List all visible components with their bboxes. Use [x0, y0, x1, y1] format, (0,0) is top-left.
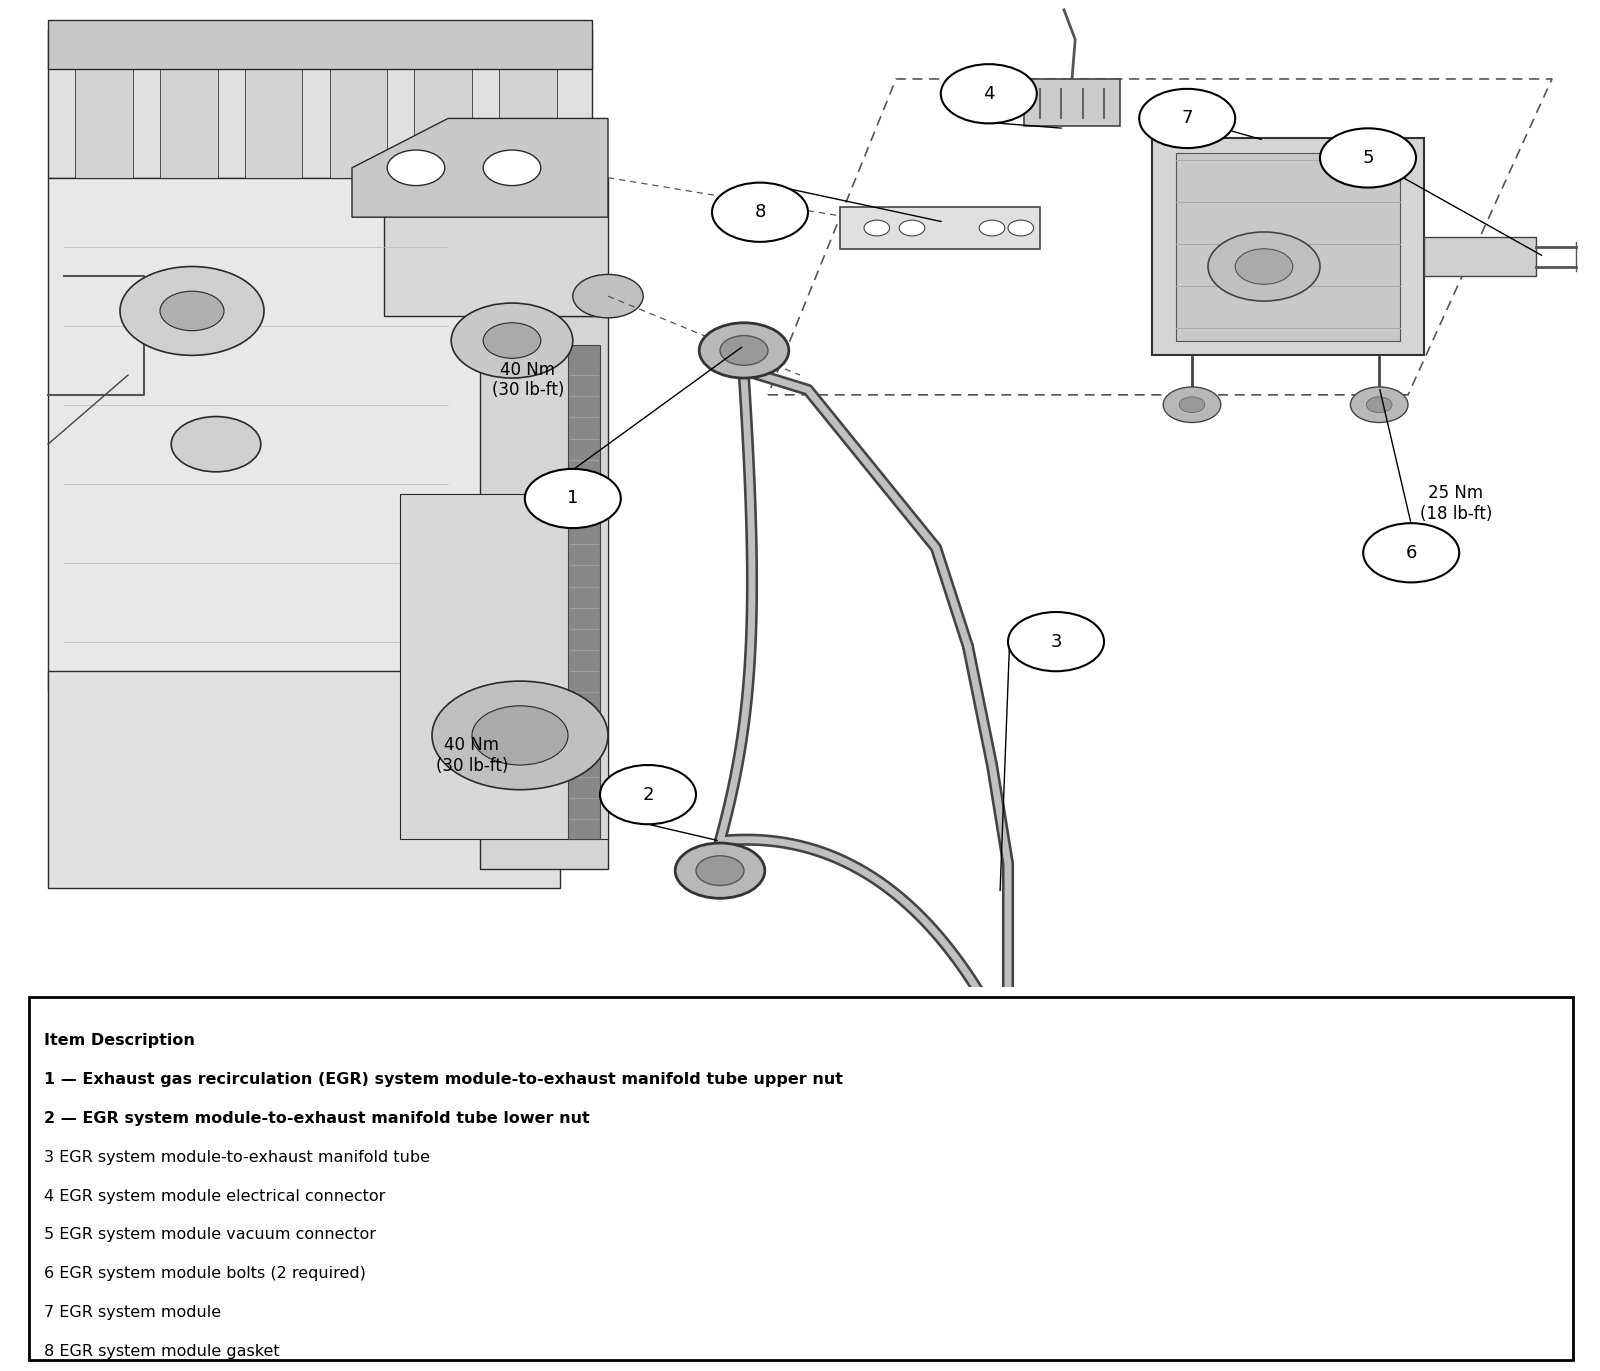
- Circle shape: [1366, 396, 1392, 413]
- Polygon shape: [330, 40, 387, 178]
- Polygon shape: [1024, 80, 1120, 126]
- Circle shape: [600, 765, 696, 824]
- Circle shape: [720, 336, 768, 365]
- Polygon shape: [499, 40, 557, 178]
- Circle shape: [1163, 387, 1221, 422]
- Circle shape: [1320, 129, 1416, 188]
- Text: 7 EGR system module: 7 EGR system module: [45, 1305, 221, 1320]
- Circle shape: [979, 221, 1005, 236]
- Circle shape: [1208, 232, 1320, 302]
- Polygon shape: [480, 315, 608, 869]
- Circle shape: [483, 322, 541, 358]
- Text: 25 Nm
(18 lb-ft): 25 Nm (18 lb-ft): [1419, 484, 1493, 522]
- Circle shape: [899, 221, 925, 236]
- Text: 2: 2: [642, 786, 654, 803]
- Circle shape: [864, 221, 890, 236]
- Polygon shape: [1424, 237, 1536, 277]
- Text: 4 EGR system module electrical connector: 4 EGR system module electrical connector: [45, 1189, 386, 1204]
- Circle shape: [573, 274, 643, 318]
- Circle shape: [675, 843, 765, 898]
- Circle shape: [432, 681, 608, 790]
- Text: 8: 8: [754, 203, 766, 221]
- Circle shape: [1139, 89, 1235, 148]
- Polygon shape: [160, 40, 218, 178]
- Text: 2 — EGR system module-to-exhaust manifold tube lower nut: 2 — EGR system module-to-exhaust manifol…: [45, 1111, 590, 1126]
- Circle shape: [472, 706, 568, 765]
- Polygon shape: [1152, 138, 1424, 355]
- Circle shape: [699, 322, 789, 378]
- Polygon shape: [352, 118, 608, 217]
- Circle shape: [120, 266, 264, 355]
- Circle shape: [1179, 396, 1205, 413]
- Circle shape: [1008, 221, 1034, 236]
- FancyBboxPatch shape: [29, 997, 1573, 1360]
- Text: 1: 1: [566, 489, 579, 507]
- Text: 5: 5: [1362, 149, 1374, 167]
- Polygon shape: [568, 345, 600, 839]
- Polygon shape: [48, 672, 560, 888]
- Text: 40 Nm
(30 lb-ft): 40 Nm (30 lb-ft): [491, 361, 565, 399]
- Text: 7: 7: [1181, 110, 1194, 128]
- Polygon shape: [1176, 154, 1400, 340]
- Polygon shape: [48, 30, 592, 178]
- Text: 1 — Exhaust gas recirculation (EGR) system module-to-exhaust manifold tube upper: 1 — Exhaust gas recirculation (EGR) syst…: [45, 1072, 843, 1087]
- Circle shape: [941, 64, 1037, 123]
- Circle shape: [451, 303, 573, 378]
- Text: 5 EGR system module vacuum connector: 5 EGR system module vacuum connector: [45, 1227, 376, 1242]
- Text: 3: 3: [1050, 632, 1062, 651]
- Circle shape: [387, 149, 445, 185]
- Circle shape: [1008, 611, 1104, 672]
- Circle shape: [171, 417, 261, 472]
- Polygon shape: [414, 40, 472, 178]
- Circle shape: [1363, 524, 1459, 583]
- Polygon shape: [48, 178, 592, 691]
- Polygon shape: [75, 40, 133, 178]
- Polygon shape: [245, 40, 302, 178]
- Circle shape: [712, 182, 808, 241]
- Text: Item Description: Item Description: [45, 1034, 195, 1047]
- Circle shape: [696, 856, 744, 886]
- Polygon shape: [384, 178, 608, 315]
- Text: 8 EGR system module gasket: 8 EGR system module gasket: [45, 1344, 280, 1359]
- Text: 6 EGR system module bolts (2 required): 6 EGR system module bolts (2 required): [45, 1267, 366, 1282]
- Polygon shape: [840, 207, 1040, 248]
- Circle shape: [525, 469, 621, 528]
- Circle shape: [1350, 387, 1408, 422]
- Circle shape: [483, 149, 541, 185]
- Text: 6: 6: [1405, 544, 1418, 562]
- Polygon shape: [48, 19, 592, 69]
- Circle shape: [1235, 248, 1293, 284]
- Text: 4: 4: [982, 85, 995, 103]
- Polygon shape: [400, 494, 608, 839]
- Text: 3 EGR system module-to-exhaust manifold tube: 3 EGR system module-to-exhaust manifold …: [45, 1150, 430, 1165]
- Circle shape: [160, 291, 224, 330]
- Text: 40 Nm
(30 lb-ft): 40 Nm (30 lb-ft): [435, 736, 509, 775]
